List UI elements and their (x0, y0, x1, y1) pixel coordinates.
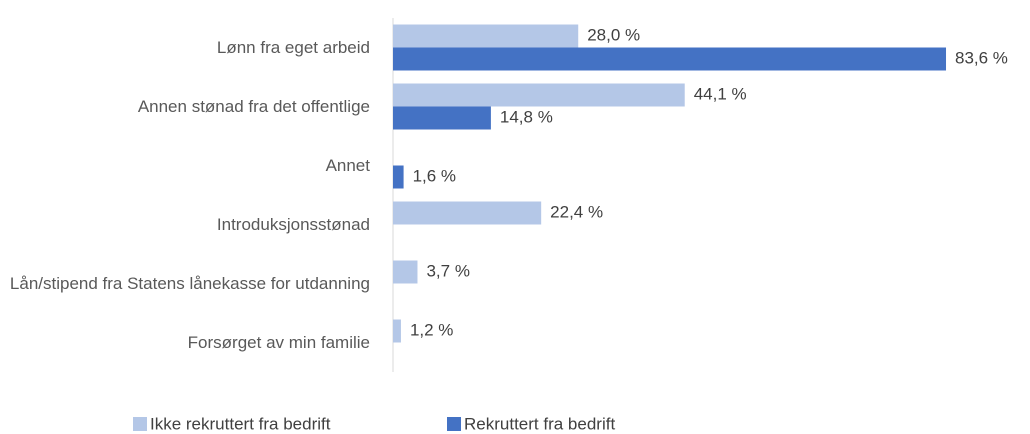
bar (393, 106, 491, 130)
value-label: 1,2 % (410, 320, 453, 339)
value-label: 14,8 % (500, 107, 553, 126)
bar (393, 319, 401, 343)
legend-swatch (447, 417, 461, 431)
bar (393, 83, 685, 107)
value-label: 1,6 % (413, 166, 456, 185)
value-label: 83,6 % (955, 48, 1008, 67)
bar (393, 47, 947, 71)
y-tick-label: Annen stønad fra det offentlige (137, 96, 370, 116)
y-tick-label: Lån/stipend fra Statens lånekasse for ut… (9, 273, 370, 293)
value-label: 44,1 % (694, 84, 747, 103)
y-tick-label: Lønn fra eget arbeid (216, 37, 370, 57)
bar (393, 260, 418, 284)
legend-swatch (133, 417, 147, 431)
value-label: 3,7 % (426, 261, 469, 280)
value-label: 22,4 % (550, 202, 603, 221)
value-label: 28,0 % (587, 25, 640, 44)
legend-label: Rekruttert fra bedrift (464, 414, 615, 433)
legend-label: Ikke rekruttert fra bedrift (150, 414, 331, 433)
bar (393, 165, 404, 189)
y-tick-label: Annet (325, 155, 370, 175)
bar (393, 24, 579, 48)
bar (393, 201, 542, 225)
y-tick-label: Forsørget av min familie (187, 332, 370, 352)
y-tick-label: Introduksjonsstønad (216, 214, 370, 234)
